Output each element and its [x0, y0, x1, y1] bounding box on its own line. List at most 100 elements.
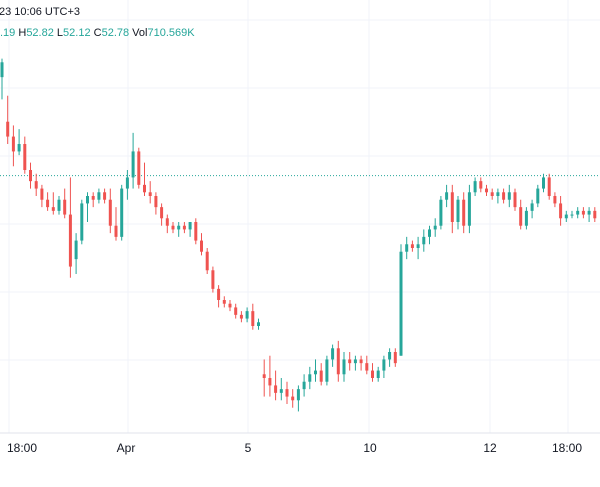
candle-41	[234, 303, 238, 319]
candle-body	[245, 311, 249, 319]
candle-21	[120, 184, 124, 241]
candle-body	[593, 210, 597, 219]
candle-51	[291, 389, 295, 408]
candle-body	[68, 214, 72, 267]
candle-24	[137, 147, 141, 189]
candle-body	[559, 203, 563, 219]
candle-body	[422, 236, 426, 245]
candle-body	[171, 225, 175, 230]
candle-99	[564, 210, 568, 222]
candle-body	[177, 225, 181, 230]
candle-56	[319, 363, 323, 386]
candle-69	[393, 348, 397, 367]
candle-body	[40, 188, 44, 200]
candle-42	[239, 311, 243, 323]
candle-37	[211, 266, 215, 293]
candle-25	[143, 162, 146, 196]
candles	[0, 58, 597, 412]
candle-80	[456, 196, 460, 230]
candle-body	[63, 199, 67, 215]
candle-64	[365, 355, 369, 375]
candle-28	[160, 203, 164, 226]
candle-72	[410, 240, 414, 252]
candle-body	[416, 244, 420, 248]
candle-13	[74, 233, 78, 274]
candle-body	[182, 225, 186, 230]
candle-58	[331, 344, 335, 367]
candle-body	[205, 251, 209, 271]
candle-body	[291, 396, 295, 401]
candle-32	[182, 222, 186, 234]
ohlc-legend: .19 H52.82 L52.12 C52.78 Vol710.569K	[0, 27, 195, 39]
candle-body	[23, 144, 27, 170]
candle-73	[416, 236, 420, 260]
candle-67	[382, 355, 386, 378]
candle-body	[325, 359, 329, 382]
candle-body	[154, 196, 158, 208]
close-value: 52.78	[101, 27, 130, 39]
candle-body	[131, 151, 135, 178]
candle-body	[0, 62, 4, 78]
volume-value: 710.569K	[147, 27, 195, 39]
candle-82	[467, 184, 471, 234]
low-value: 52.12	[63, 27, 91, 39]
candle-body	[91, 196, 95, 200]
candle-44	[251, 303, 255, 330]
x-tick-label-5: 18:00	[552, 441, 582, 455]
candle-body	[228, 303, 232, 308]
candle-body	[376, 370, 380, 378]
candle-body	[74, 240, 78, 260]
candle-body	[148, 192, 152, 196]
candle-74	[422, 229, 426, 252]
candle-1	[6, 95, 10, 144]
candle-18	[103, 188, 107, 204]
candle-body	[17, 144, 21, 152]
x-tick-label-0: 18:00	[7, 441, 37, 455]
candle-3	[17, 129, 21, 156]
candle-body	[536, 188, 540, 204]
candle-14	[80, 199, 84, 245]
candle-76	[433, 218, 437, 237]
candle-body	[46, 199, 50, 208]
candle-30	[171, 222, 175, 234]
candle-body	[188, 222, 192, 230]
open-value: .19	[0, 27, 16, 39]
candle-body	[479, 181, 483, 189]
candle-38	[217, 285, 221, 308]
candle-16	[91, 192, 95, 208]
candle-81	[462, 192, 466, 234]
candle-body	[285, 389, 289, 397]
candle-body	[279, 389, 283, 393]
candle-body	[445, 192, 449, 200]
low-label: L	[56, 27, 64, 39]
candle-0	[0, 58, 4, 100]
candle-body	[524, 210, 528, 226]
candle-31	[177, 222, 181, 237]
candle-63	[359, 355, 363, 371]
candle-49	[279, 378, 283, 401]
candle-body	[120, 188, 124, 237]
candle-53	[302, 374, 306, 397]
candle-86	[490, 188, 494, 200]
candle-body	[570, 214, 574, 216]
candle-body	[542, 177, 545, 189]
candle-88	[502, 188, 506, 204]
candle-body	[405, 244, 409, 252]
candle-39	[222, 296, 226, 308]
candle-89	[507, 184, 511, 208]
x-tick-label-3: 10	[363, 441, 377, 455]
candle-body	[399, 251, 403, 356]
candle-body	[433, 225, 437, 230]
candle-body	[268, 378, 272, 386]
candle-body	[348, 359, 352, 364]
candle-body	[125, 177, 129, 189]
candle-body	[353, 359, 357, 364]
candle-body	[114, 225, 118, 237]
candle-body	[456, 199, 460, 222]
x-axis-ticks: 18:00 Apr 5 10 12 18:00	[7, 441, 582, 455]
candle-body	[86, 196, 89, 204]
candle-26	[148, 181, 152, 204]
candle-body	[274, 385, 278, 393]
candle-4	[23, 136, 27, 174]
